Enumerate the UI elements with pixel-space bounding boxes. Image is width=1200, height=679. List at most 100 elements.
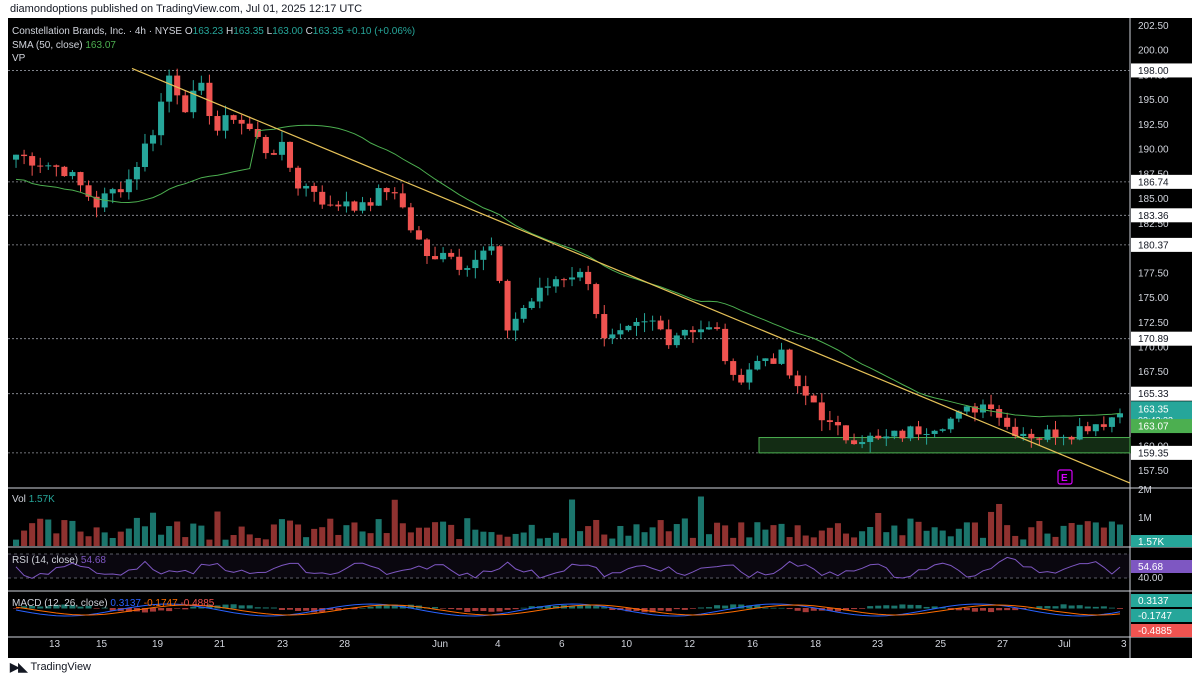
macd-value-label: 0.3137 — [1138, 596, 1169, 607]
candle — [996, 409, 1003, 418]
candle — [496, 246, 503, 281]
macd-histogram-bar — [480, 608, 487, 611]
macd-histogram-bar — [1076, 605, 1083, 609]
volume-bar — [1044, 533, 1051, 546]
candle — [601, 314, 608, 339]
y-tick-label: 175.00 — [1138, 293, 1169, 304]
volume-bar — [915, 521, 922, 546]
candle — [13, 154, 20, 160]
volume-bar — [125, 528, 132, 546]
candle — [295, 167, 302, 189]
volume-bar — [488, 532, 495, 546]
candle — [415, 230, 422, 240]
volume-bar — [166, 526, 173, 546]
candle — [423, 239, 431, 257]
volume-bar — [1076, 524, 1083, 546]
macd-histogram-bar — [407, 604, 414, 609]
candle — [560, 279, 567, 281]
macd-histogram-bar — [730, 604, 737, 609]
macd-histogram-bar — [166, 608, 173, 612]
level-label: 170.89 — [1138, 334, 1169, 345]
volume-bar — [262, 539, 269, 546]
low-label: L — [266, 26, 273, 37]
candle — [810, 395, 817, 403]
tradingview-logo[interactable]: ▶◣ TradingView — [10, 660, 91, 674]
candle — [826, 420, 833, 423]
macd-histogram-bar — [295, 608, 302, 611]
level-label-box — [1131, 237, 1192, 252]
candle — [214, 116, 221, 131]
macd-histogram-bar — [37, 606, 44, 609]
volume-bar — [496, 534, 503, 546]
volume-bar — [270, 524, 277, 546]
candle — [343, 201, 350, 207]
level-label: 186.74 — [1138, 177, 1169, 188]
candle — [166, 75, 173, 102]
macd-histogram-bar — [311, 608, 318, 613]
macd-histogram-bar — [77, 606, 84, 609]
candle — [319, 191, 326, 205]
x-tick-label: 18 — [810, 639, 822, 650]
level-label-box — [1131, 331, 1192, 346]
macd-histogram-bar — [585, 605, 592, 609]
macd-histogram-bar — [931, 606, 938, 609]
volume-bar — [158, 534, 165, 546]
macd-histogram-bar — [891, 605, 898, 609]
close-value: 163.35 — [312, 26, 344, 37]
macd-histogram-bar — [303, 608, 310, 611]
volume-bar — [851, 537, 858, 546]
macd-histogram-bar — [496, 608, 503, 612]
candle — [746, 369, 753, 383]
volume-bar — [432, 522, 439, 546]
volume-bar — [665, 531, 672, 546]
candle — [85, 185, 92, 197]
macd-histogram-bar — [472, 608, 479, 611]
macd-histogram-bar — [1004, 608, 1011, 611]
vp-legend: VP — [12, 53, 26, 64]
volume-bar — [746, 537, 753, 546]
volume-bar — [1084, 521, 1091, 546]
candle — [979, 404, 987, 413]
volume-bar — [1020, 539, 1027, 546]
macd-histogram-bar — [810, 608, 817, 611]
candle — [641, 321, 648, 323]
macd-histogram-bar — [867, 606, 874, 609]
volume-bar — [955, 528, 962, 546]
macd-histogram-bar — [351, 608, 358, 610]
volume-bar — [335, 534, 342, 546]
candle — [536, 287, 543, 302]
candle — [141, 143, 148, 167]
macd-histogram-bar — [963, 608, 970, 611]
x-tick-label: 19 — [152, 639, 164, 650]
macd-histogram-bar — [1092, 606, 1099, 609]
level-label: 180.37 — [1138, 240, 1169, 251]
high-label: H — [226, 26, 234, 37]
x-tick-label: 23 — [872, 639, 884, 650]
chart-svg[interactable]: 202.50200.00197.50195.00192.50190.00187.… — [8, 18, 1192, 658]
volume-bar — [190, 523, 197, 546]
x-tick-label: Jul — [1058, 639, 1071, 650]
candle — [754, 360, 761, 370]
macd-histogram-bar — [988, 608, 995, 613]
low-value: 163.00 — [272, 26, 303, 37]
volume-bar — [21, 530, 28, 546]
rsi-line — [15, 556, 1121, 579]
volume-bar — [633, 524, 640, 546]
volume-bar — [536, 538, 543, 546]
candle — [955, 411, 962, 419]
y-tick-label: 200.00 — [1138, 46, 1169, 57]
volume-bar — [891, 525, 898, 546]
rsi-label: RSI (14, close) — [12, 555, 79, 566]
sma-line — [15, 124, 1121, 418]
close-label: C — [305, 26, 313, 37]
macd-histogram-bar — [198, 606, 205, 609]
chart-area[interactable]: 202.50200.00197.50195.00192.50190.00187.… — [8, 18, 1192, 658]
y-tick-label: 187.50 — [1138, 169, 1169, 180]
volume-bar — [762, 529, 769, 546]
y-tick-label: 157.50 — [1138, 466, 1169, 477]
macd-histogram-bar — [319, 608, 326, 613]
candle — [1068, 436, 1075, 440]
volume-bar — [29, 523, 36, 546]
macd-hist-value: -0.4885 — [180, 598, 215, 609]
